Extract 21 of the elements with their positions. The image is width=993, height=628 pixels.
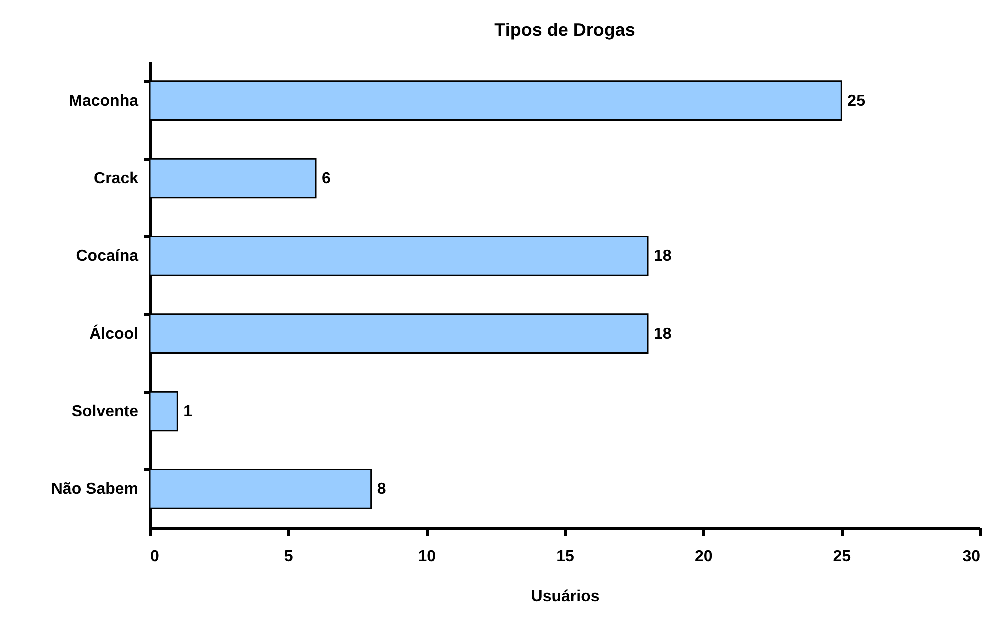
x-axis-title: Usuários (531, 588, 600, 606)
x-tick-label: 10 (418, 548, 436, 566)
y-tick-label: Solvente (72, 404, 139, 420)
x-tick-label: 5 (284, 548, 294, 566)
data-label: 6 (322, 170, 331, 188)
data-label: 18 (654, 248, 672, 266)
data-label: 18 (654, 326, 672, 343)
y-tick-label: Maconha (69, 92, 139, 110)
data-label: 25 (848, 92, 866, 110)
y-tick-label: Não Sabem (51, 481, 138, 498)
data-label: 1 (184, 404, 193, 420)
chart-title: Tipos de Drogas (494, 20, 636, 40)
y-tick-label: Crack (94, 170, 139, 188)
x-tick-label: 15 (556, 548, 574, 566)
x-tick-label: 0 (150, 548, 160, 566)
y-tick-label: Cocaína (76, 248, 139, 266)
y-tick-label: Álcool (90, 324, 138, 343)
data-label: 8 (377, 481, 386, 498)
x-tick-label: 30 (962, 548, 981, 566)
x-tick-label: 25 (833, 548, 852, 566)
x-tick-label: 20 (694, 548, 713, 566)
